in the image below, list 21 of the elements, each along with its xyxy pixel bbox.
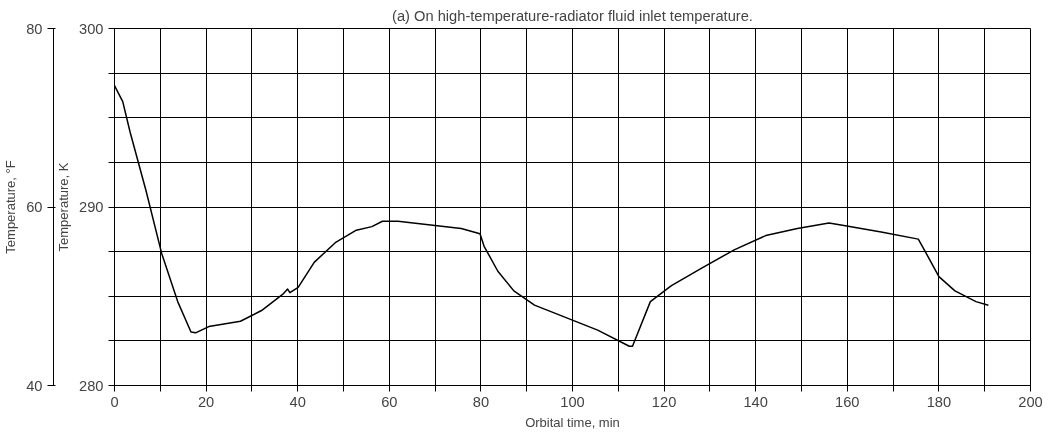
y-tick-label: 280 — [79, 377, 104, 394]
x-tick-label: 120 — [651, 393, 677, 410]
y2-tick-label: 40 — [26, 377, 43, 394]
y-tick-label: 300 — [79, 20, 104, 37]
x-tick-label: 140 — [743, 393, 768, 410]
y2-tick-label: 80 — [26, 20, 43, 37]
y-tick-label: 290 — [79, 199, 104, 215]
x-tick-label: 40 — [289, 393, 306, 410]
chart-title: (a) On high-temperature-radiator fluid inlet temperature. — [392, 7, 753, 24]
x-tick-label: 160 — [835, 393, 860, 410]
x-tick-label: 200 — [1018, 393, 1043, 410]
x-tick-label: 0 — [110, 393, 119, 410]
x-axis-title: Orbital time, min — [525, 414, 620, 430]
x-tick-label: 80 — [472, 393, 490, 410]
x-tick-label: 20 — [197, 393, 215, 410]
x-tick-label: 100 — [560, 393, 585, 410]
y2-axis-title: Temperature, °F — [3, 160, 19, 254]
y2-tick-label: 60 — [26, 199, 43, 215]
x-tick-label: 60 — [381, 393, 398, 410]
x-tick-label: 180 — [926, 393, 952, 410]
y-axis-title: Temperature, K — [56, 162, 72, 252]
